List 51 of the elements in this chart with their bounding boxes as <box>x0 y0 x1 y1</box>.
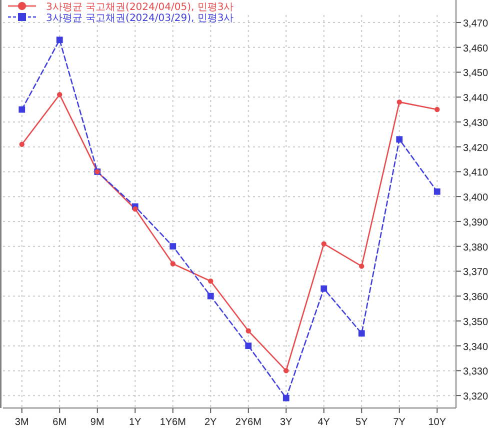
x-tick-label: 7Y <box>393 417 406 428</box>
legend-label: 3사평균 국고채권(2024/04/05), 민평3사 <box>46 2 234 13</box>
x-tick-label: 5Y <box>356 417 368 428</box>
x-tick-label: 6M <box>52 417 67 428</box>
point <box>358 330 365 337</box>
x-tick-label: 10Y <box>428 417 446 428</box>
y-tick-label: 3,410 <box>463 168 488 179</box>
y-tick-label: 3,370 <box>463 267 488 278</box>
point <box>396 99 402 105</box>
point <box>132 206 138 212</box>
point <box>434 188 440 195</box>
y-tick-label: 3,390 <box>463 217 488 228</box>
y-tick-label: 3,360 <box>463 292 488 304</box>
point <box>282 394 290 402</box>
point <box>434 106 440 112</box>
x-tick-label: 3Y <box>280 417 293 428</box>
point <box>57 92 62 98</box>
point <box>246 328 251 334</box>
y-tick-label: 3,430 <box>463 118 488 129</box>
y-tick-label: 3,340 <box>463 342 488 353</box>
x-tick-label: 2Y6M <box>235 417 262 428</box>
y-tick-label: 3,460 <box>463 43 488 54</box>
point <box>321 241 326 246</box>
x-tick-label: 1Y <box>129 417 142 428</box>
y-tick-label: 3,350 <box>463 316 488 328</box>
point <box>170 243 176 250</box>
x-tick-label: 2Y <box>204 417 218 428</box>
x-tick-label: 1Y6M <box>160 417 186 428</box>
x-tick-label: 3M <box>14 417 29 428</box>
y-tick-label: 3,450 <box>463 68 488 80</box>
y-tick-label: 3,400 <box>463 192 488 204</box>
point <box>170 261 176 266</box>
y-tick-label: 3,330 <box>463 366 488 378</box>
point <box>56 36 63 44</box>
legend-label: 3사평균 국고채권(2024/03/29), 민평3사 <box>46 13 234 24</box>
y-tick-label: 3,380 <box>463 242 488 254</box>
point <box>245 342 252 350</box>
point <box>18 106 26 113</box>
x-tick-label: 9M <box>90 417 104 428</box>
y-tick-label: 3,470 <box>463 18 488 30</box>
point <box>208 278 214 284</box>
y-tick-label: 3,440 <box>463 93 488 104</box>
point <box>359 264 364 269</box>
y-tick-label: 3,320 <box>463 392 488 403</box>
point <box>207 292 214 300</box>
point <box>320 285 328 292</box>
point <box>396 136 403 143</box>
point <box>284 368 289 374</box>
y-tick-label: 3,420 <box>463 142 488 154</box>
point <box>19 142 24 147</box>
x-tick-label: 4Y <box>318 417 330 428</box>
